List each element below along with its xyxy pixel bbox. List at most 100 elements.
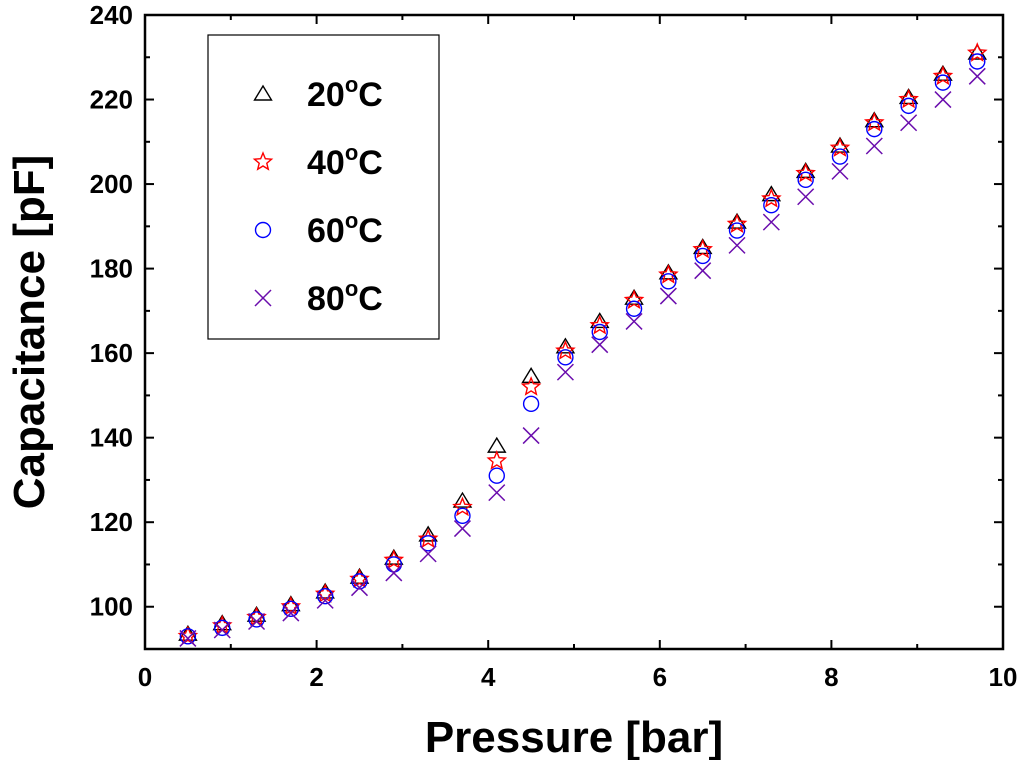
data-point-80 <box>728 236 746 254</box>
data-point-40 <box>417 528 439 548</box>
data-point-60 <box>969 53 986 70</box>
data-point-80 <box>694 262 712 280</box>
data-point-60 <box>522 395 540 413</box>
legend-value: 80 <box>307 280 345 318</box>
data-point-60 <box>282 600 300 618</box>
x-tick-label: 0 <box>138 662 152 692</box>
legend-degree: o <box>345 208 358 233</box>
data-point-40 <box>452 496 473 517</box>
series-40 <box>177 42 988 646</box>
data-point-40 <box>520 376 542 396</box>
data-point-60 <box>831 148 849 165</box>
data-point-40 <box>486 450 508 470</box>
data-point-40 <box>589 314 611 335</box>
data-point-80 <box>350 579 369 597</box>
data-point-60 <box>351 573 368 590</box>
data-point-20 <box>487 436 507 453</box>
data-point-60 <box>316 587 334 605</box>
data-point-40 <box>795 162 816 183</box>
data-point-80 <box>248 612 266 631</box>
data-point-60 <box>660 273 677 290</box>
data-point-80 <box>522 427 540 445</box>
data-point-60 <box>591 323 608 341</box>
data-point-60 <box>763 196 780 214</box>
data-point-40 <box>932 65 954 86</box>
data-point-20 <box>967 43 988 60</box>
data-point-60 <box>934 74 952 91</box>
data-point-60 <box>728 222 746 239</box>
y-tick-label: 200 <box>90 169 133 199</box>
data-point-20 <box>452 491 473 508</box>
data-point-40 <box>863 111 885 132</box>
y-tick-label: 100 <box>90 592 133 622</box>
series-80 <box>179 67 986 647</box>
data-point-20 <box>521 367 541 384</box>
legend-label: 20oC <box>307 72 383 114</box>
data-point-80 <box>282 604 300 622</box>
legend-degree: o <box>345 276 358 301</box>
legend-unit: C <box>358 212 383 250</box>
data-point-20 <box>418 525 438 542</box>
data-point-60 <box>797 171 814 189</box>
legend-value: 60 <box>307 212 345 250</box>
plot-frame <box>143 13 1005 651</box>
data-point-60 <box>419 535 437 552</box>
data-point-60 <box>625 300 643 317</box>
y-tick-label: 180 <box>90 254 133 284</box>
data-point-40 <box>280 595 302 616</box>
data-point-80 <box>488 484 506 502</box>
data-point-80 <box>625 312 643 330</box>
data-point-60 <box>454 507 471 525</box>
data-point-60 <box>248 611 265 628</box>
data-point-80 <box>762 213 780 231</box>
data-point-60 <box>488 467 505 484</box>
data-point-80 <box>831 162 849 180</box>
data-point-80 <box>213 621 231 639</box>
legend-value: 20 <box>307 76 345 114</box>
y-axis-title: Capacitance [pF] <box>5 155 54 510</box>
x-axis-title: Pressure [bar] <box>425 713 723 760</box>
legend-degree: o <box>345 140 358 165</box>
data-point-80 <box>659 287 677 305</box>
data-point-60 <box>557 349 574 366</box>
legend-unit: C <box>358 280 383 318</box>
legend-label: 60oC <box>307 208 383 250</box>
y-tick-label: 140 <box>90 423 133 453</box>
data-point-40 <box>898 88 919 109</box>
x-tick-label: 6 <box>653 662 667 692</box>
data-point-40 <box>314 583 336 603</box>
data-point-80 <box>419 545 437 563</box>
data-marks <box>177 42 988 647</box>
legend-label: 40oC <box>307 140 383 182</box>
data-point-80 <box>900 114 918 132</box>
data-point-40 <box>383 549 405 570</box>
legend-marker-80 <box>254 289 272 307</box>
data-point-60 <box>694 247 711 265</box>
data-point-80 <box>453 520 471 538</box>
legend-marker-20 <box>253 84 273 101</box>
data-point-80 <box>179 629 197 647</box>
y-tick-label: 240 <box>90 0 133 30</box>
data-point-40 <box>829 137 851 157</box>
legend-label: 80oC <box>307 276 383 318</box>
y-tick-label: 160 <box>90 338 133 368</box>
legend-unit: C <box>358 76 383 114</box>
x-tick-label: 4 <box>481 662 496 692</box>
legend-unit: C <box>358 144 383 182</box>
data-point-60 <box>179 628 197 645</box>
data-point-80 <box>556 363 574 381</box>
legend-degree: o <box>345 72 358 97</box>
data-point-80 <box>797 188 815 206</box>
data-point-80 <box>865 137 883 155</box>
data-point-60 <box>866 120 883 138</box>
x-tick-label: 8 <box>824 662 838 692</box>
data-point-40 <box>726 213 748 234</box>
data-point-20 <box>589 312 610 329</box>
data-point-40 <box>966 42 988 62</box>
data-point-80 <box>316 591 334 609</box>
data-point-20 <box>761 185 782 202</box>
legend-marker-40 <box>252 151 274 171</box>
legend-value: 40 <box>307 144 345 182</box>
